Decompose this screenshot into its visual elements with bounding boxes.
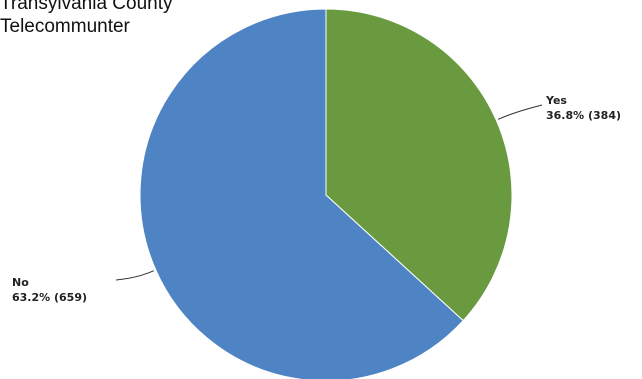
slice-label-yes: Yes bbox=[545, 94, 567, 107]
slice-value-label-yes: 36.8% (384) bbox=[546, 109, 621, 122]
chart-title: Transylvania County Telecommunter bbox=[0, 0, 260, 38]
chart-title-line-1: Transylvania County bbox=[0, 0, 173, 14]
pie-slices bbox=[139, 8, 513, 379]
slice-value-label-no: 63.2% (659) bbox=[12, 291, 87, 304]
pie-slice-yes bbox=[325, 8, 513, 322]
leader-line-no bbox=[115, 270, 155, 281]
slice-label-no: No bbox=[12, 276, 29, 289]
leader-lines bbox=[115, 104, 543, 281]
slice-labels: Yes 36.8% (384) No 63.2% (659) bbox=[12, 94, 621, 304]
pie-slice-no bbox=[139, 8, 464, 379]
chart-title-line-2: Telecommunter bbox=[0, 16, 130, 37]
leader-line-yes bbox=[497, 104, 543, 120]
